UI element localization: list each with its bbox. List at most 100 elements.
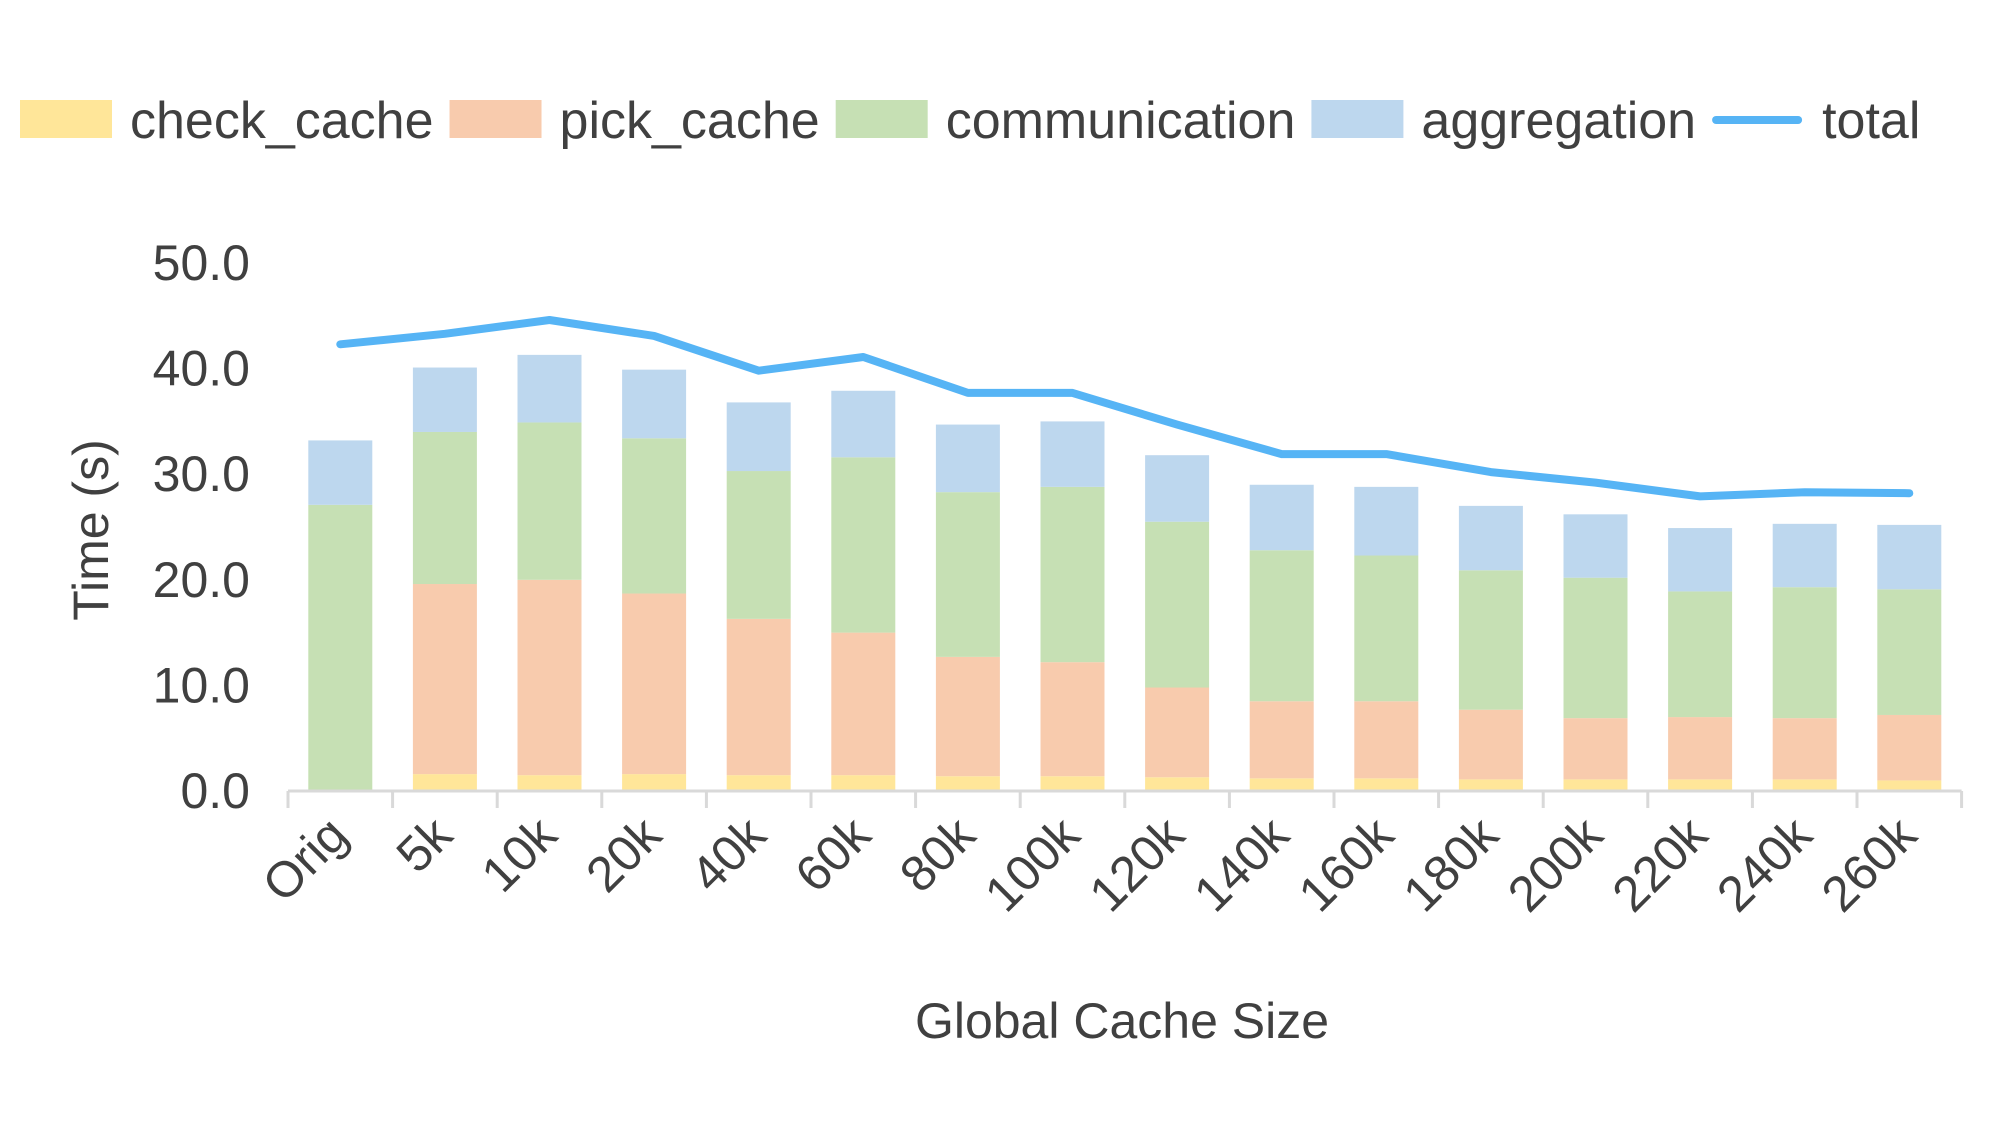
x-tick-label: 20k [575,805,672,902]
x-tick-label: 5k [386,805,464,883]
bar-communication-100k [1040,486,1105,663]
bars [308,354,1942,791]
bar-check-cache-240k [1772,779,1837,791]
bar-communication-80k [935,492,1000,657]
bar-pick-cache-5k [412,584,477,775]
y-tick-label: 30.0 [153,446,250,502]
bar-communication-140k [1249,550,1314,702]
bar-pick-cache-240k [1772,718,1837,780]
y-axis: 0.0 10.0 20.0 30.0 40.0 50.0 [153,235,250,819]
x-axis: Orig 5k 10k 20k 40k 60k 80k100k120k140k160k180… [252,789,1964,922]
point-total-10k [549,319,550,321]
legend-swatch-pick-cache [449,100,542,138]
bar-check-cache-120k [1145,777,1210,791]
y-tick-label: 10.0 [153,657,250,713]
bar-pick-cache-200k [1563,718,1628,780]
bar-check-cache-40k [726,775,791,791]
bar-check-cache-10k [517,775,582,791]
bar-pick-cache-20k [622,593,687,775]
point-total-260k [1908,492,1910,494]
point-total-240k [1804,491,1806,493]
bar-check-cache-220k [1668,779,1733,791]
bar-aggregation-160k [1354,486,1419,556]
y-tick-label: 50.0 [153,235,250,291]
bar-communication-240k [1772,587,1837,719]
y-tick-label: 40.0 [153,341,250,397]
x-tick-label: 60k [784,805,881,902]
bar-communication-5k [412,431,477,585]
point-total-200k [1595,482,1596,484]
bar-pick-cache-40k [726,618,791,776]
bar-communication-120k [1145,521,1210,688]
bar-aggregation-80k [935,424,1000,493]
bar-aggregation-140k [1249,484,1314,551]
bar-communication-orig [308,504,373,791]
bar-aggregation-60k [831,390,896,458]
bar-communication-20k [622,438,687,594]
bar-communication-60k [831,457,896,633]
bar-aggregation-200k [1563,514,1628,578]
bar-aggregation-120k [1145,455,1210,522]
bar-pick-cache-80k [935,656,1000,777]
bar-aggregation-5k [412,367,477,432]
y-tick-label: 20.0 [153,552,250,608]
bar-aggregation-260k [1877,524,1942,590]
bar-communication-260k [1877,589,1942,715]
legend-label-pick-cache: pick_cache [560,92,820,150]
x-tick-label: 140k [1183,805,1300,922]
bar-aggregation-100k [1040,421,1105,487]
point-total-100k [1072,392,1073,394]
bar-communication-220k [1668,591,1733,718]
bar-aggregation-40k [726,402,791,472]
x-tick-label: 80k [889,805,986,902]
legend-swatch-check-cache [20,100,112,138]
bar-pick-cache-260k [1877,714,1942,781]
bar-check-cache-100k [1040,776,1105,791]
bar-check-cache-60k [831,775,896,791]
x-tick-label: 100k [974,805,1091,922]
bar-pick-cache-120k [1145,687,1210,778]
legend-label-total: total [1822,92,1920,150]
point-total-180k [1490,471,1492,473]
bar-pick-cache-220k [1668,717,1733,780]
legend: check_cache pick_cache communication aggreg… [20,92,1920,150]
x-tick-label: 160k [1288,805,1405,922]
bar-check-cache-200k [1563,779,1628,791]
point-total-20k [653,335,655,337]
x-tick-label: 180k [1392,805,1509,922]
bar-pick-cache-140k [1249,701,1314,779]
point-total-60k [862,356,864,358]
bar-pick-cache-10k [517,579,582,776]
bar-check-cache-20k [622,774,687,791]
bar-communication-180k [1458,570,1523,710]
bar-check-cache-160k [1354,778,1419,791]
x-tick-label: 260k [1811,805,1928,922]
bar-aggregation-10k [517,354,582,423]
y-axis-title: Time (s) [63,439,119,620]
x-tick-label: 40k [680,805,777,902]
bar-aggregation-180k [1458,505,1523,571]
total-line-group [336,316,1914,501]
legend-swatch-aggregation [1311,100,1404,138]
bar-communication-160k [1354,555,1419,702]
line-total [336,316,1914,501]
bar-pick-cache-180k [1458,709,1523,780]
point-total-40k [758,370,760,372]
bar-pick-cache-100k [1040,662,1105,777]
point-total-120k [1176,424,1178,426]
x-tick-label: 10k [471,805,568,902]
point-total-80k [967,392,969,394]
point-total-160k [1385,453,1387,455]
point-total-5k [444,333,446,335]
bar-communication-40k [726,471,791,619]
legend-swatch-communication [835,100,928,138]
x-tick-label: 200k [1497,805,1614,922]
bar-pick-cache-160k [1354,701,1419,779]
x-tick-label: 240k [1706,805,1823,922]
legend-label-communication: communication [946,92,1296,150]
x-tick-label: 120k [1079,805,1196,922]
point-total-orig [339,343,341,345]
x-axis-title: Global Cache Size [915,993,1329,1049]
